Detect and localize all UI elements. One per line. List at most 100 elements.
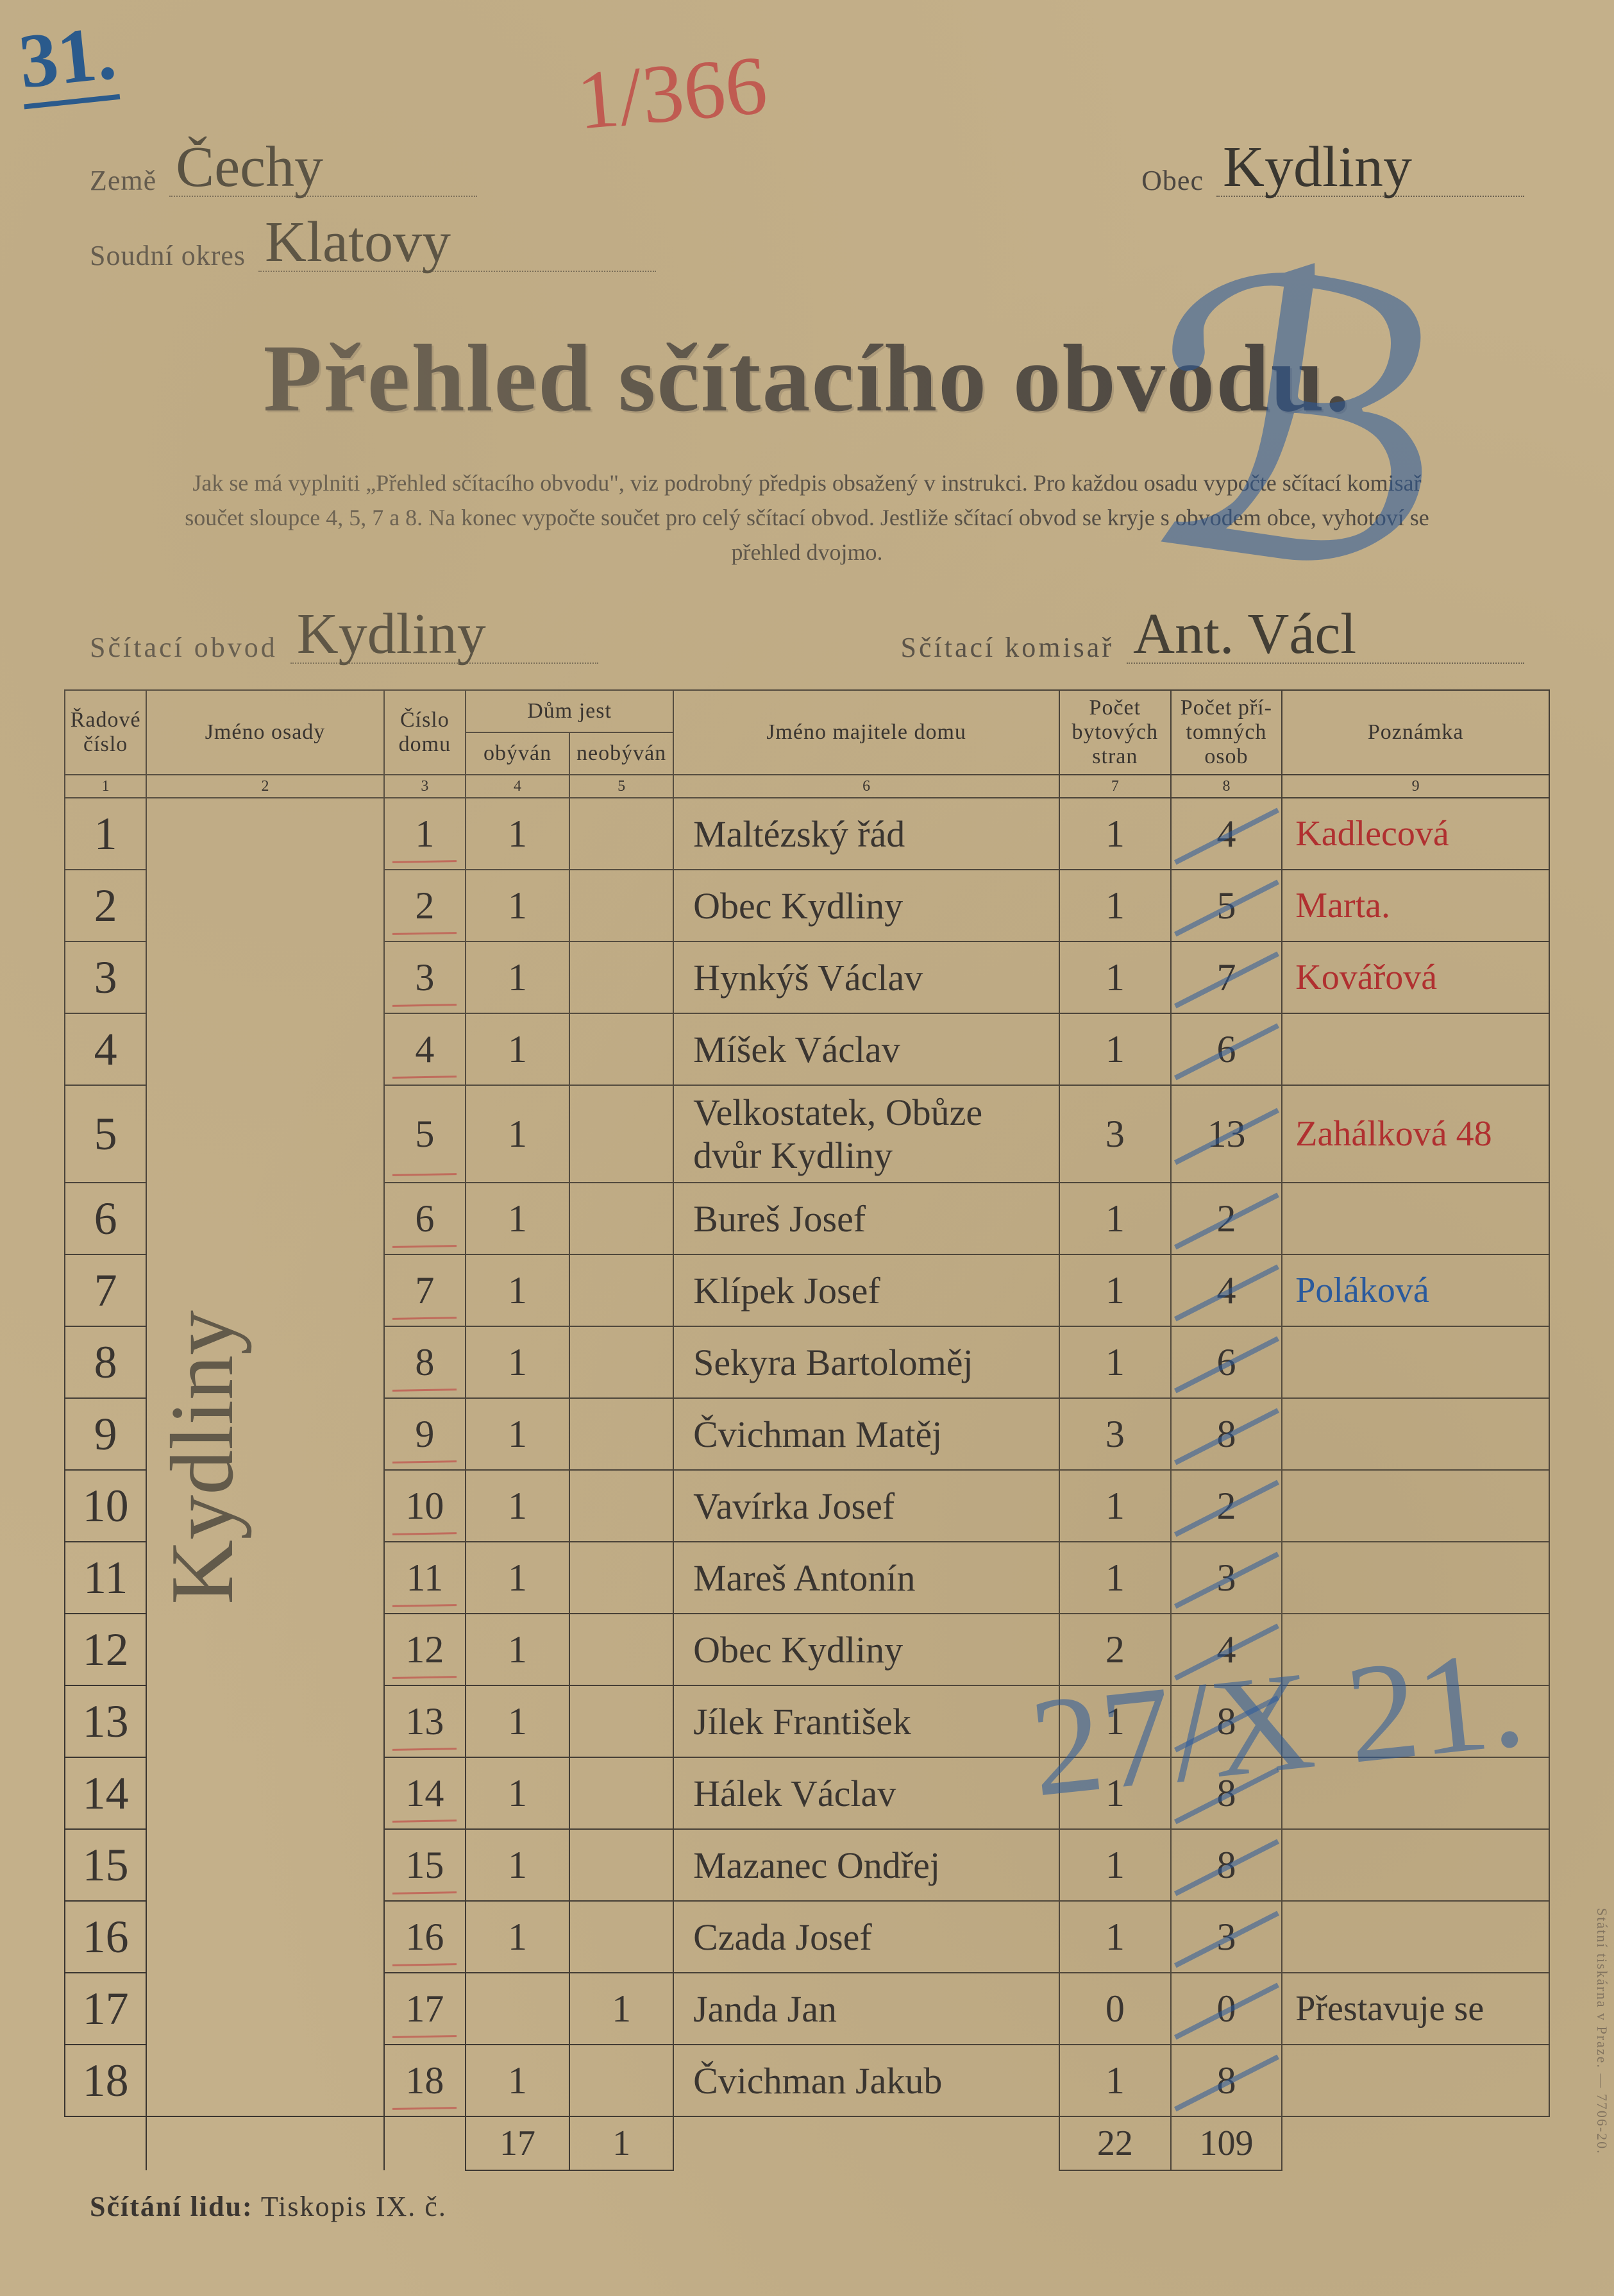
cell-obyvan: 1 xyxy=(466,1013,569,1085)
cell-neobyvan xyxy=(569,1901,673,1973)
cell-cislo-domu: 11 xyxy=(384,1542,466,1614)
cell-radove: 18 xyxy=(65,2045,146,2116)
cell-note: Kovářová xyxy=(1282,941,1549,1013)
cell-bytovych: 1 xyxy=(1059,870,1171,941)
colnum-8: 8 xyxy=(1171,775,1282,798)
cell-radove: 15 xyxy=(65,1829,146,1901)
cell-bytovych: 1 xyxy=(1059,1470,1171,1542)
column-numbers-row: 1 2 3 4 5 6 7 8 9 xyxy=(65,775,1549,798)
cell-bytovych: 1 xyxy=(1059,1254,1171,1326)
cell-bytovych: 1 xyxy=(1059,1901,1171,1973)
cell-bytovych: 1 xyxy=(1059,1542,1171,1614)
col-obyvan: obýván xyxy=(466,732,569,775)
cell-bytovych: 1 xyxy=(1059,798,1171,870)
cell-neobyvan xyxy=(569,1757,673,1829)
cell-neobyvan xyxy=(569,1183,673,1254)
cell-note xyxy=(1282,1183,1549,1254)
cell-osob: 4 xyxy=(1171,1614,1282,1685)
cell-radove: 4 xyxy=(65,1013,146,1085)
cell-obyvan: 1 xyxy=(466,1183,569,1254)
cell-neobyvan xyxy=(569,1685,673,1757)
cell-cislo-domu: 14 xyxy=(384,1757,466,1829)
cell-obyvan: 1 xyxy=(466,1398,569,1470)
cell-cislo-domu: 7 xyxy=(384,1254,466,1326)
cell-owner: Klípek Josef xyxy=(673,1254,1059,1326)
cell-radove: 14 xyxy=(65,1757,146,1829)
cell-cislo-domu: 12 xyxy=(384,1614,466,1685)
cell-neobyvan xyxy=(569,1542,673,1614)
colnum-3: 3 xyxy=(384,775,466,798)
cell-neobyvan xyxy=(569,1470,673,1542)
cell-note: Poláková xyxy=(1282,1254,1549,1326)
cell-osob: 0 xyxy=(1171,1973,1282,2045)
cell-cislo-domu: 18 xyxy=(384,2045,466,2116)
total-bytovych: 22 xyxy=(1059,2116,1171,2170)
cell-bytovych: 1 xyxy=(1059,1326,1171,1398)
cell-osob: 2 xyxy=(1171,1470,1282,1542)
footer-line: Sčítání lidu: Tiskopis IX. č. xyxy=(51,2190,1563,2223)
cell-note xyxy=(1282,1757,1549,1829)
cell-owner: Hynkýš Václav xyxy=(673,941,1059,1013)
cell-owner: Maltézský řád xyxy=(673,798,1059,870)
cell-owner: Velkostatek, Obůze dvůr Kydliny xyxy=(673,1085,1059,1183)
cell-obyvan: 1 xyxy=(466,1542,569,1614)
colnum-5: 5 xyxy=(569,775,673,798)
corner-number: 31. xyxy=(15,8,120,106)
cell-obyvan xyxy=(466,1973,569,2045)
cell-osob: 8 xyxy=(1171,1398,1282,1470)
cell-owner: Czada Josef xyxy=(673,1901,1059,1973)
obvod-label: Sčítací obvod xyxy=(90,631,278,664)
table-head: Řadové číslo Jméno osady Číslo domu Dům … xyxy=(65,690,1549,798)
cell-owner: Mareš Antonín xyxy=(673,1542,1059,1614)
cell-neobyvan xyxy=(569,941,673,1013)
obvod-value: Kydliny xyxy=(290,608,598,664)
col-cislo-domu: Číslo domu xyxy=(384,690,466,775)
cell-radove: 6 xyxy=(65,1183,146,1254)
cell-obyvan: 1 xyxy=(466,1901,569,1973)
cell-note: Marta. xyxy=(1282,870,1549,941)
total-osob: 109 xyxy=(1171,2116,1282,2170)
cell-owner: Míšek Václav xyxy=(673,1013,1059,1085)
cell-cislo-domu: 6 xyxy=(384,1183,466,1254)
table-body: 1Kydliny11Maltézský řád14Kadlecová221Obe… xyxy=(65,798,1549,2116)
field-okres: Soudní okres Klatovy xyxy=(90,216,656,272)
cell-radove: 13 xyxy=(65,1685,146,1757)
col-dum-jest: Dům jest xyxy=(466,690,673,732)
cell-bytovych: 1 xyxy=(1059,941,1171,1013)
cell-osob: 8 xyxy=(1171,2045,1282,2116)
zeme-label: Země xyxy=(90,164,156,197)
field-obec: Obec Kydliny xyxy=(1141,141,1524,197)
cell-owner: Čvichman Matěj xyxy=(673,1398,1059,1470)
cell-cislo-domu: 5 xyxy=(384,1085,466,1183)
col-poznamka: Poznámka xyxy=(1282,690,1549,775)
col-osob: Počet pří-tomných osob xyxy=(1171,690,1282,775)
cell-osob: 4 xyxy=(1171,1254,1282,1326)
cell-bytovych: 1 xyxy=(1059,1829,1171,1901)
osady-vertical-label: Kydliny xyxy=(151,1310,254,1605)
cell-osady: Kydliny xyxy=(146,798,383,2116)
col-neobyvan: neobýván xyxy=(569,732,673,775)
cell-radove: 2 xyxy=(65,870,146,941)
okres-value: Klatovy xyxy=(258,216,656,272)
cell-note xyxy=(1282,1398,1549,1470)
cell-osob: 8 xyxy=(1171,1757,1282,1829)
colnum-7: 7 xyxy=(1059,775,1171,798)
cell-obyvan: 1 xyxy=(466,1829,569,1901)
cell-owner: Obec Kydliny xyxy=(673,870,1059,941)
cell-note xyxy=(1282,2045,1549,2116)
cell-note: Přestavuje se xyxy=(1282,1973,1549,2045)
field-obvod: Sčítací obvod Kydliny xyxy=(90,608,598,664)
cell-cislo-domu: 1 xyxy=(384,798,466,870)
cell-radove: 12 xyxy=(65,1614,146,1685)
cell-owner: Jílek František xyxy=(673,1685,1059,1757)
census-table: Řadové číslo Jméno osady Číslo domu Dům … xyxy=(64,689,1550,2171)
cell-owner: Vavírka Josef xyxy=(673,1470,1059,1542)
cell-note xyxy=(1282,1901,1549,1973)
cell-owner: Sekyra Bartoloměj xyxy=(673,1326,1059,1398)
cell-obyvan: 1 xyxy=(466,2045,569,2116)
cell-obyvan: 1 xyxy=(466,1326,569,1398)
cell-osob: 2 xyxy=(1171,1183,1282,1254)
cell-bytovych: 1 xyxy=(1059,1183,1171,1254)
cell-owner: Bureš Josef xyxy=(673,1183,1059,1254)
cell-cislo-domu: 16 xyxy=(384,1901,466,1973)
